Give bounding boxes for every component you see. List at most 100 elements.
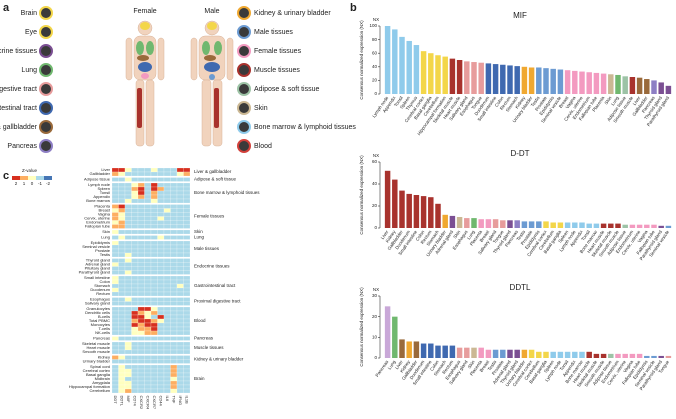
heatmap-cell	[144, 182, 152, 188]
heatmap-cell	[157, 349, 165, 355]
heatmap-cell	[163, 208, 171, 213]
heatmap-cell	[124, 240, 132, 246]
heatmap-cell	[170, 224, 178, 229]
heatmap-cell	[124, 229, 132, 235]
heatmap-cell	[111, 314, 119, 320]
row-label: Cervix, uterine	[84, 216, 111, 221]
heatmap-cell	[118, 229, 126, 235]
heatmap-cell	[137, 275, 145, 281]
tissue-icon	[237, 139, 251, 153]
heatmap-cell	[111, 224, 119, 229]
row-label: Adipose tissue	[84, 177, 111, 182]
heatmap-cell	[131, 314, 139, 320]
heatmap-cell	[124, 336, 132, 341]
y-tick-label: 20	[372, 314, 378, 319]
heatmap-cell	[150, 220, 158, 225]
heatmap-cell	[170, 279, 178, 285]
heatmap-cell	[157, 359, 165, 364]
bar	[665, 355, 672, 358]
row-label: Small intestine	[84, 275, 111, 280]
heatmap-cell	[157, 326, 165, 332]
heatmap-cell	[170, 364, 178, 370]
heatmap-cell	[183, 359, 191, 364]
heatmap-cell	[150, 306, 158, 312]
heatmap-cell	[131, 355, 139, 360]
heatmap-cell	[124, 355, 132, 360]
heatmap-cell	[144, 266, 152, 271]
bar	[629, 77, 636, 94]
legend-swatch	[20, 176, 28, 180]
heatmap-cell	[163, 368, 171, 374]
tissue-label: Male tissues	[254, 29, 293, 36]
heatmap-cell	[176, 258, 184, 263]
heatmap-cell	[170, 306, 178, 312]
heatmap-cell	[176, 326, 184, 332]
tissue-label: Blood	[254, 143, 272, 150]
heatmap-cell	[176, 330, 184, 336]
bar	[521, 66, 528, 94]
heatmap-cell	[118, 182, 126, 188]
heatmap-cell	[170, 212, 178, 217]
row-label: Salivary gland	[85, 301, 110, 306]
column-label: CD44	[159, 396, 164, 407]
heatmap-cell	[124, 248, 132, 254]
bar	[471, 218, 477, 228]
bar	[399, 339, 405, 358]
heatmap-cell	[131, 336, 139, 341]
group-label: Endocrine tissues	[194, 264, 230, 269]
heatmap-cell	[170, 198, 178, 204]
bar	[658, 82, 664, 94]
heatmap-cell	[170, 297, 178, 302]
heatmap-cell	[144, 314, 152, 320]
heatmap-cell	[131, 208, 139, 213]
heatmap-cell	[183, 177, 191, 182]
heatmap-cell	[144, 322, 152, 328]
y-axis-label: Consensus normalized expression (NX)	[359, 20, 364, 100]
row-label: Pancreas	[93, 336, 110, 341]
heatmap-cell	[137, 341, 145, 347]
heatmap-cell	[150, 384, 158, 390]
bar	[500, 64, 506, 94]
heatmap-cell	[176, 177, 184, 182]
heatmap-cell	[124, 194, 132, 200]
heatmap-cell	[163, 275, 171, 281]
heatmap-cell	[111, 359, 119, 364]
bar	[521, 221, 528, 228]
heatmap-cell	[176, 198, 184, 204]
heatmap-cell	[111, 336, 119, 341]
heatmap-cell	[144, 229, 152, 235]
bar	[428, 53, 434, 94]
heatmap-cell	[118, 252, 126, 258]
heatmap-cell	[150, 291, 158, 297]
row-label: Lymph node	[88, 182, 111, 187]
heatmap-cell	[137, 190, 145, 196]
heatmap-cell	[144, 341, 152, 347]
bar	[636, 224, 643, 228]
heatmap-cell	[144, 336, 152, 341]
bar	[579, 351, 585, 358]
panel-label: c	[3, 170, 9, 182]
heatmap-cell	[144, 171, 152, 177]
heatmap-cell	[137, 244, 145, 250]
y-tick-label: 0	[374, 225, 377, 230]
bar	[456, 217, 463, 228]
bar	[636, 353, 643, 358]
y-tick-label: 0	[374, 355, 377, 360]
heatmap-cell	[163, 380, 171, 386]
heatmap-cell	[111, 372, 119, 378]
heatmap-cell	[118, 244, 126, 250]
bar	[420, 51, 427, 94]
heatmap-cell	[163, 177, 171, 182]
heatmap-cell	[170, 194, 178, 200]
tissue-icon	[237, 82, 251, 96]
row-label: NK-cells	[95, 330, 110, 335]
heatmap-cell	[183, 220, 191, 225]
y-tick-label: 80	[372, 37, 378, 42]
row-label: Seminal vesicle	[82, 244, 111, 249]
heatmap-cell	[124, 235, 132, 240]
tissue-icon	[39, 63, 53, 77]
bar	[449, 345, 456, 358]
heatmap-cell	[111, 283, 119, 289]
heatmap-cell	[144, 318, 152, 324]
heatmap-cell	[150, 258, 158, 263]
